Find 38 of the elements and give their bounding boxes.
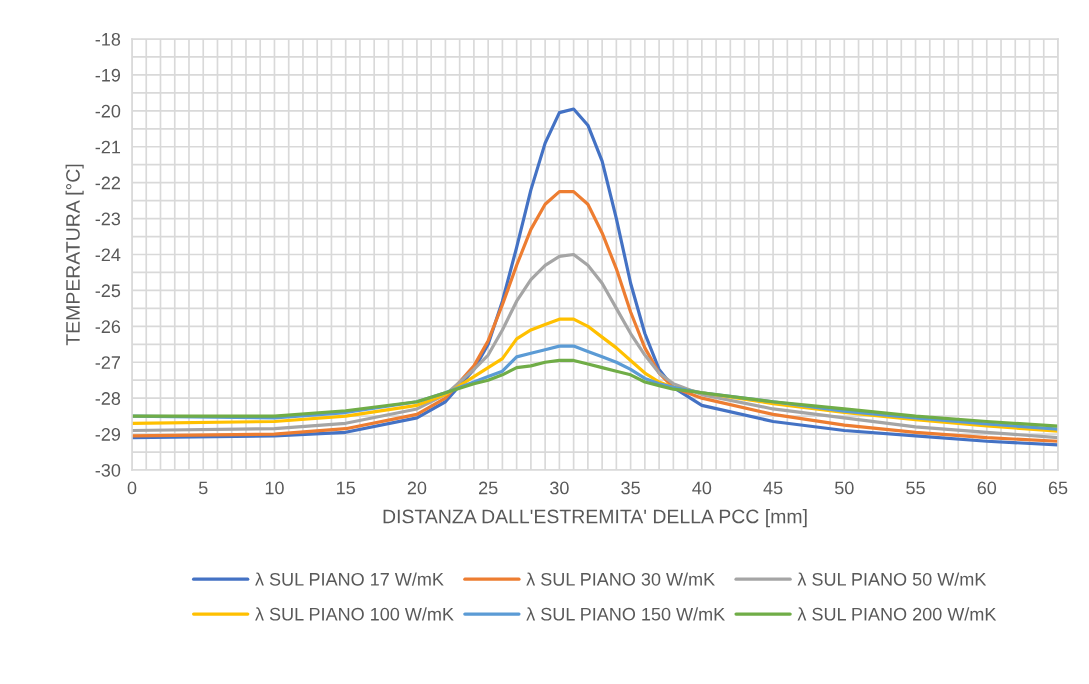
legend-label: λ SUL PIANO 17 W/mK — [255, 572, 444, 586]
y-tick-label: -30 — [95, 463, 121, 477]
x-tick-label: 15 — [337, 481, 355, 495]
y-tick-label: -24 — [95, 248, 121, 262]
y-tick-label: -20 — [95, 104, 121, 118]
x-axis-title: DISTANZA DALL'ESTREMITA' DELLA PCC [mm] — [383, 509, 807, 528]
line-series — [132, 358, 1058, 428]
x-tick-label: 50 — [834, 481, 854, 495]
y-tick-label: -26 — [95, 320, 121, 334]
y-tick-label: -23 — [95, 212, 121, 226]
legend-label: λ SUL PIANO 150 W/mK — [526, 607, 725, 621]
y-tick-label: -28 — [95, 392, 121, 405]
y-tick-label: -21 — [95, 140, 121, 154]
y-tick-label: -18 — [95, 32, 121, 46]
y-axis-title: TEMPERATURA [°C] — [65, 164, 84, 346]
legend-label: λ SUL PIANO 200 W/mK — [797, 607, 997, 621]
y-tick-label: -19 — [95, 68, 121, 82]
x-tick-label: 35 — [621, 481, 640, 495]
x-tick-label: 25 — [479, 481, 498, 495]
x-tick-label: 40 — [692, 481, 712, 495]
x-tick-label: 65 — [1048, 481, 1068, 495]
y-tick-label: -25 — [95, 284, 121, 298]
x-tick-label: 45 — [763, 481, 783, 495]
x-tick-label: 5 — [198, 481, 208, 495]
y-tick-label: -27 — [95, 356, 120, 369]
x-tick-label: 55 — [906, 481, 925, 495]
x-tick-label: 0 — [127, 481, 137, 495]
legend-label: λ SUL PIANO 30 W/mK — [526, 572, 715, 586]
y-tick-label: -29 — [95, 428, 121, 441]
legend-label: λ SUL PIANO 50 W/mK — [797, 572, 987, 586]
line-series — [132, 190, 1058, 443]
y-tick-label: -22 — [95, 176, 120, 190]
line-series — [132, 252, 1058, 440]
x-tick-label: 60 — [977, 481, 997, 495]
x-tick-label: 30 — [550, 481, 569, 495]
x-tick-label: 20 — [407, 481, 427, 495]
x-tick-label: 10 — [265, 481, 284, 495]
legend-label: λ SUL PIANO 100 W/mK — [255, 607, 454, 621]
